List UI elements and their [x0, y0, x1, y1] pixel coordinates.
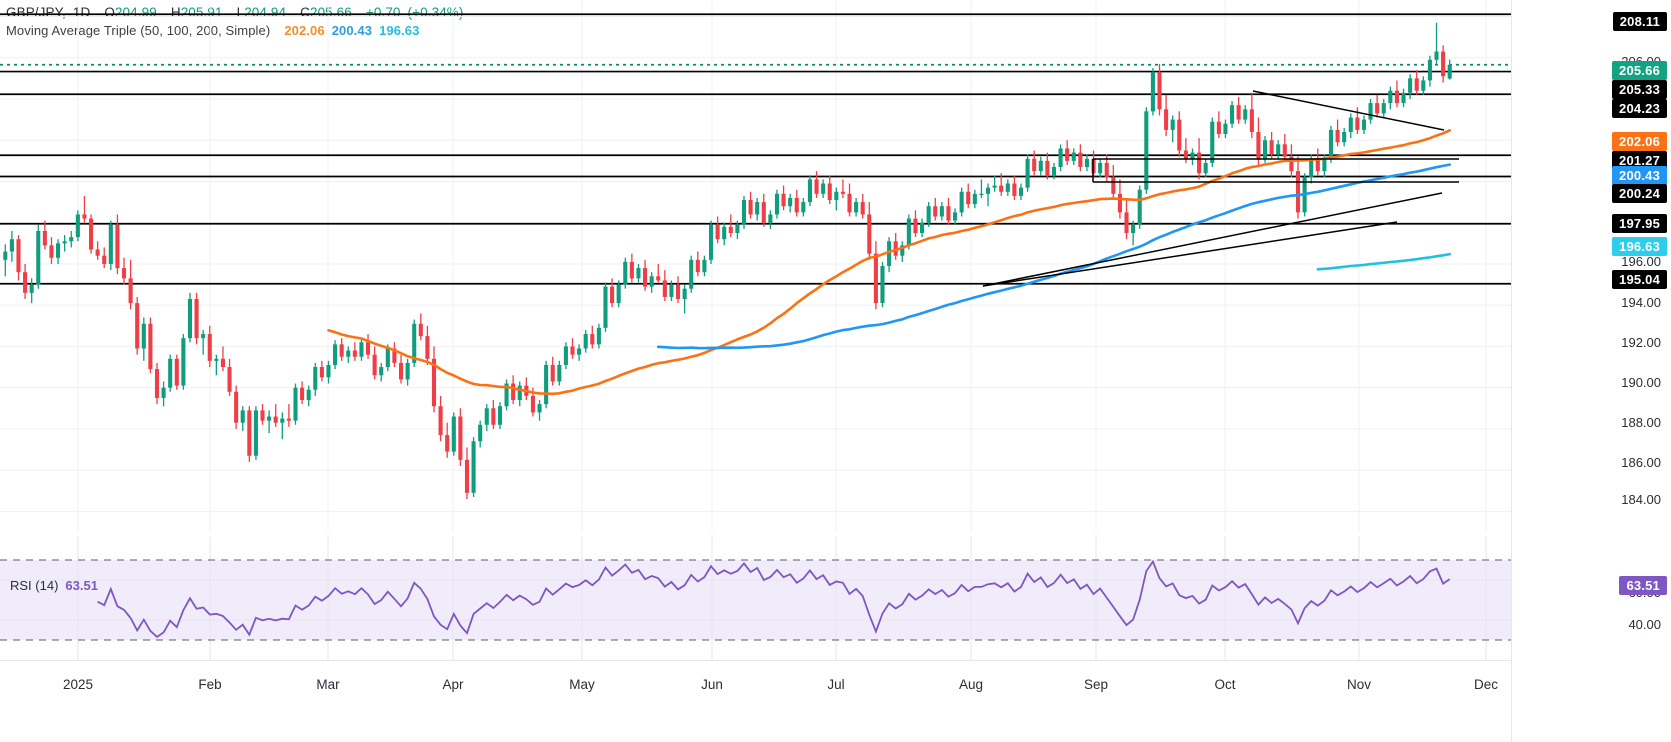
moving-average-legend[interactable]: Moving Average Triple (50, 100, 200, Sim… — [6, 23, 419, 38]
time-axis-label: May — [569, 677, 595, 692]
price-scale-value: 188.00 — [1621, 415, 1661, 430]
close-label: C — [300, 5, 310, 20]
time-axis-label: Jun — [701, 677, 723, 692]
candlestick-series — [3, 22, 1452, 500]
rsi-plot-area[interactable] — [0, 536, 1511, 660]
price-scale-value: 190.00 — [1621, 375, 1661, 390]
time-axis-label: Feb — [198, 677, 222, 692]
price-plot-area[interactable] — [0, 0, 1511, 532]
price-tag[interactable]: 208.11 — [1612, 12, 1667, 31]
price-vertical-gridlines — [77, 0, 1487, 532]
price-scale-value: 196.00 — [1621, 254, 1661, 269]
ma200-value: 196.63 — [379, 23, 420, 38]
price-tag[interactable]: 197.95 — [1612, 214, 1667, 233]
rsi-band-lines — [0, 559, 1511, 641]
ma50-value: 202.06 — [284, 23, 325, 38]
price-scale-value: 40.00 — [1628, 617, 1661, 632]
price-scale-value: 184.00 — [1621, 492, 1661, 507]
time-axis-label: Mar — [316, 677, 340, 692]
time-axis[interactable]: 2025 Feb Mar Apr May Jun Jul Aug Sep Oct Nov Dec — [0, 660, 1511, 742]
time-axis-label: Jul — [827, 677, 845, 692]
price-tag[interactable]: 200.43 — [1612, 166, 1667, 185]
price-tag[interactable]: 205.33 — [1612, 80, 1667, 99]
price-tag[interactable]: 200.24 — [1612, 184, 1667, 203]
price-scale-value: 192.00 — [1621, 335, 1661, 350]
time-axis-label: Nov — [1346, 677, 1372, 692]
price-tag[interactable]: 205.66 — [1612, 61, 1667, 80]
price-tag[interactable]: 195.04 — [1612, 270, 1667, 289]
price-scale-value: 194.00 — [1621, 295, 1661, 310]
price-tag[interactable]: 63.51 — [1619, 576, 1667, 595]
price-tag[interactable]: 202.06 — [1612, 132, 1667, 151]
rsi-legend[interactable]: RSI (14) 63.51 — [10, 578, 98, 593]
high-label: H — [170, 5, 181, 20]
rsi-current-value: 63.51 — [65, 578, 98, 593]
low-label: L — [236, 5, 245, 20]
rsi-series-line — [97, 559, 1451, 639]
price-tag[interactable]: 201.27 — [1612, 151, 1667, 170]
open-label: O — [104, 5, 115, 20]
trendline-drawings — [982, 90, 1459, 287]
time-axis-label: Apr — [442, 677, 464, 692]
price-tag[interactable]: 196.63 — [1612, 237, 1667, 256]
time-axis-label: 2025 — [62, 677, 94, 692]
price-gridlines — [0, 15, 1511, 512]
rsi-vertical-gridlines — [77, 536, 1487, 660]
price-axis[interactable]: 206.00196.00194.00192.00190.00188.00186.… — [1511, 0, 1671, 742]
ma-indicator-name[interactable]: Moving Average Triple (50, 100, 200, Sim… — [6, 23, 271, 38]
time-axis-label: Aug — [958, 677, 984, 692]
moving-average-lines — [327, 129, 1451, 396]
ma100-value: 200.43 — [331, 23, 373, 38]
time-axis-label: Sep — [1083, 677, 1109, 692]
rsi-band-background — [0, 560, 1511, 640]
time-axis-label: Oct — [1214, 677, 1236, 692]
price-scale-value: 186.00 — [1621, 455, 1661, 470]
time-axis-label: Dec — [1473, 677, 1499, 692]
rsi-gridlines — [0, 579, 1511, 621]
rsi-indicator-name[interactable]: RSI (14) — [10, 578, 59, 593]
price-tag[interactable]: 204.23 — [1612, 99, 1667, 118]
